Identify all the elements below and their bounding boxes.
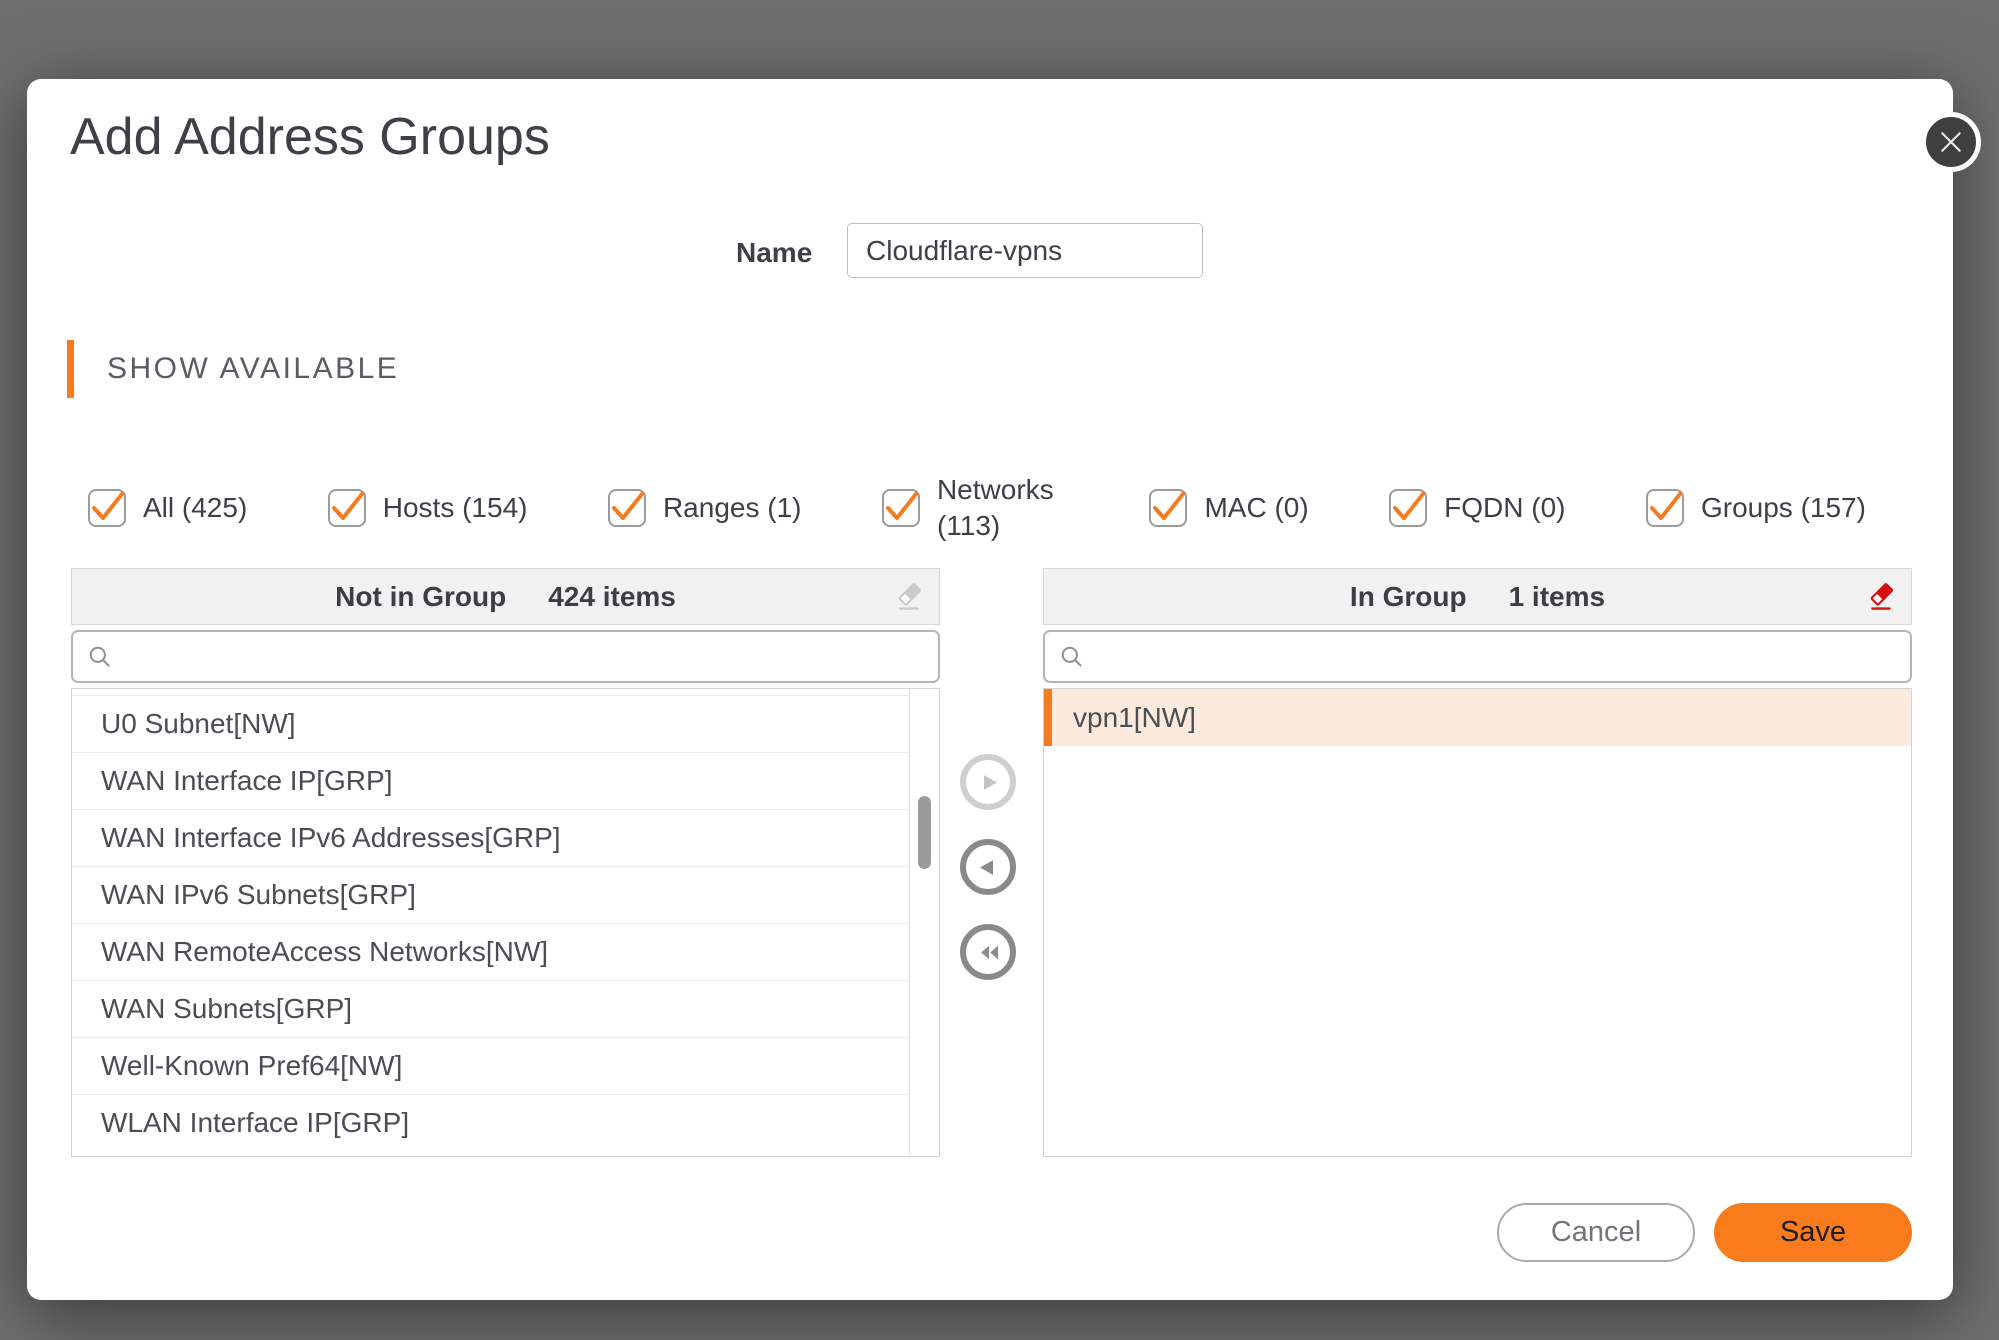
filter-label: All (425) <box>143 492 248 523</box>
type-filter-row: All (425) Hosts (154) Ranges (1) Network… <box>88 470 1866 546</box>
panel-count: 1 items <box>1508 580 1606 612</box>
panel-title: Not in Group <box>335 580 507 612</box>
scrollbar-track[interactable] <box>909 689 939 1156</box>
clear-selection-eraser-icon[interactable] <box>893 580 926 613</box>
search-icon <box>1058 643 1085 670</box>
list-rows: U0 Subnet[NW] WAN Interface IP[GRP] WAN … <box>72 695 910 1151</box>
clear-group-eraser-icon[interactable] <box>1865 580 1898 613</box>
list-item[interactable]: WAN IPv6 Subnets[GRP] <box>72 866 910 923</box>
move-all-left-button[interactable] <box>960 924 1016 980</box>
scrollbar-thumb[interactable] <box>918 796 931 869</box>
arrow-right-icon <box>975 769 1002 796</box>
name-input[interactable] <box>847 223 1203 278</box>
list-item[interactable]: WAN Interface IP[GRP] <box>72 752 910 809</box>
filter-fqdn[interactable]: FQDN (0) <box>1389 489 1565 527</box>
list-item[interactable]: Well-Known Pref64[NW] <box>72 1037 910 1094</box>
filter-ranges[interactable]: Ranges (1) <box>607 489 802 527</box>
filter-networks[interactable]: Networks (113) <box>881 472 1069 545</box>
move-left-button[interactable] <box>960 839 1016 895</box>
save-button[interactable]: Save <box>1714 1203 1912 1262</box>
name-label: Name <box>736 237 813 268</box>
in-group-list: vpn1[NW] <box>1043 688 1912 1157</box>
show-available-section: SHOW AVAILABLE <box>67 340 399 398</box>
search-input[interactable] <box>1085 631 1910 682</box>
checkbox-checked-icon[interactable] <box>1389 489 1428 527</box>
search-icon <box>86 643 113 670</box>
filter-hosts[interactable]: Hosts (154) <box>327 489 528 527</box>
search-input[interactable] <box>113 631 938 682</box>
move-right-button[interactable] <box>960 754 1016 810</box>
not-in-group-panel: Not in Group 424 items <box>71 568 940 1157</box>
checkbox-checked-icon[interactable] <box>88 489 126 527</box>
filter-label: Groups (157) <box>1700 492 1866 523</box>
close-button[interactable] <box>1921 112 1981 172</box>
checkbox-checked-icon[interactable] <box>881 489 920 527</box>
not-in-group-list: U0 Subnet[NW] WAN Interface IP[GRP] WAN … <box>71 688 940 1157</box>
cancel-button[interactable]: Cancel <box>1497 1203 1695 1262</box>
filter-label: Ranges (1) <box>662 492 802 523</box>
in-group-panel: In Group 1 items vpn1[NW] <box>1043 568 1912 1157</box>
filter-label: Networks (113) <box>936 473 1054 541</box>
panel-count: 424 items <box>548 580 676 612</box>
not-in-group-search <box>71 630 940 683</box>
double-arrow-left-icon <box>975 939 1002 966</box>
filter-label: MAC (0) <box>1204 492 1309 523</box>
dialog-title: Add Address Groups <box>70 108 550 166</box>
list-item-selected[interactable]: vpn1[NW] <box>1044 689 1911 746</box>
checkbox-checked-icon[interactable] <box>327 489 366 527</box>
section-accent-bar <box>67 340 74 398</box>
arrow-left-icon <box>975 854 1002 881</box>
filter-groups[interactable]: Groups (157) <box>1645 489 1866 527</box>
not-in-group-header: Not in Group 424 items <box>71 568 940 625</box>
close-icon <box>1936 127 1966 157</box>
checkbox-checked-icon[interactable] <box>1645 489 1684 527</box>
in-group-search <box>1043 630 1912 683</box>
filter-label: Hosts (154) <box>382 492 528 523</box>
in-group-header: In Group 1 items <box>1043 568 1912 625</box>
filter-all[interactable]: All (425) <box>88 489 247 527</box>
list-item[interactable]: WAN Interface IPv6 Addresses[GRP] <box>72 809 910 866</box>
checkbox-checked-icon[interactable] <box>1149 489 1188 527</box>
panel-title: In Group <box>1349 580 1467 612</box>
list-item[interactable]: WLAN Interface IP[GRP] <box>72 1094 910 1151</box>
section-title: SHOW AVAILABLE <box>107 352 400 385</box>
list-item[interactable]: U0 Subnet[NW] <box>72 695 910 752</box>
checkbox-checked-icon[interactable] <box>607 489 646 527</box>
filter-mac[interactable]: MAC (0) <box>1149 489 1309 527</box>
filter-label: FQDN (0) <box>1444 492 1566 523</box>
add-address-groups-dialog: Add Address Groups Name SHOW AVAILABLE A… <box>27 79 1981 1300</box>
list-item[interactable]: WAN RemoteAccess Networks[NW] <box>72 923 910 980</box>
list-item[interactable]: WAN Subnets[GRP] <box>72 980 910 1037</box>
